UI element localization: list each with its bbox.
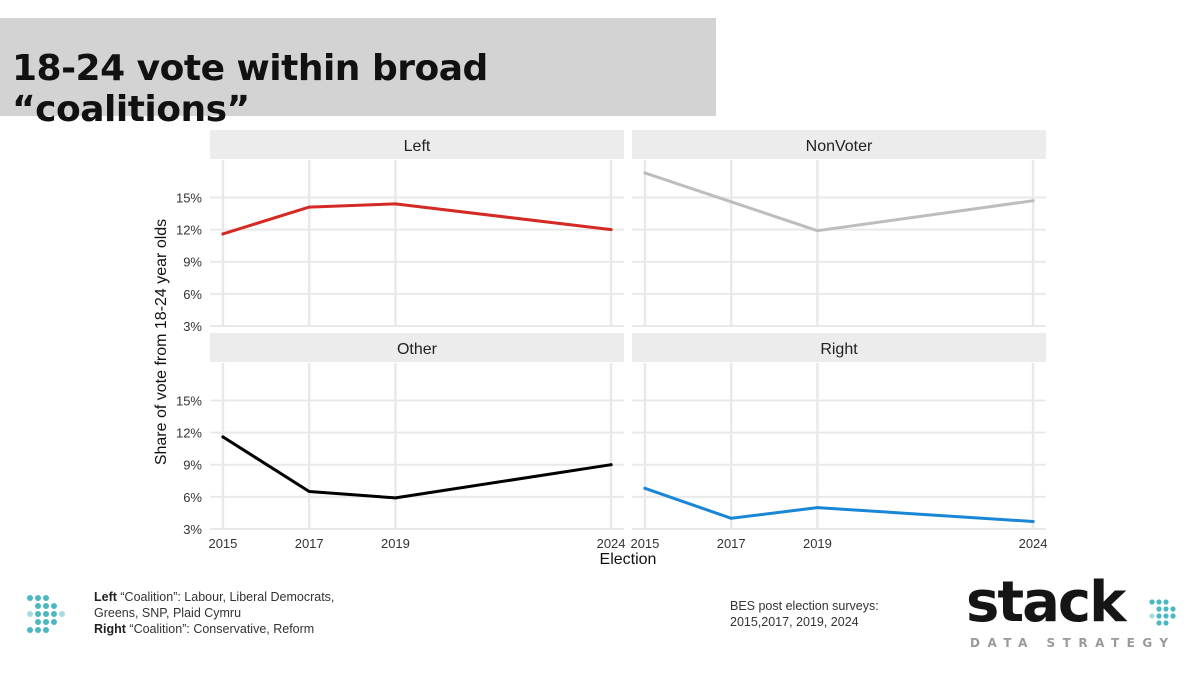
footnote-left-label: Left [94, 590, 117, 604]
data-point [1031, 199, 1035, 203]
facet-strip [632, 130, 1046, 159]
series-line-left [221, 202, 613, 236]
data-point [643, 486, 647, 490]
coalition-footnote: Left “Coalition”: Labour, Liberal Democr… [94, 589, 334, 637]
data-point [643, 171, 647, 175]
footnote-right-label: Right [94, 622, 126, 636]
facet-panel-nonvoter: NonVoter [632, 130, 1046, 327]
x-tick-label: 2019 [803, 536, 832, 551]
x-tick-label: 2017 [717, 536, 746, 551]
x-tick-label: 2019 [381, 536, 410, 551]
y-tick-label: 3% [183, 319, 202, 334]
y-tick-label: 9% [183, 255, 202, 270]
series-line-right [643, 486, 1035, 523]
footnote-right-line: Right “Coalition”: Conservative, Reform [94, 621, 334, 637]
x-axis-title: Election [600, 551, 657, 568]
footnote-right-text: “Coalition”: Conservative, Reform [125, 622, 315, 636]
footnote-left-text: “Coalition”: Labour, Liberal Democrats, [116, 590, 335, 604]
facet-strip-label: NonVoter [806, 138, 873, 155]
facet-panel-left: Left 3% 6% 9% 12% 15% [176, 130, 624, 334]
x-tick-label: 2015 [208, 536, 237, 551]
data-point [393, 496, 397, 500]
data-point [221, 232, 225, 236]
facet-panel-other: Other 3% 6% 9% 12% 15% 2015 2017 2019 2024 [176, 333, 626, 551]
y-axis-title: Share of vote from 18-24 year olds [153, 219, 170, 465]
data-point [729, 200, 733, 204]
x-tick-label: 2024 [597, 536, 626, 551]
x-tick-label: 2024 [1019, 536, 1048, 551]
brand-tagline: DATA STRATEGY [970, 636, 1176, 650]
y-tick-label: 12% [176, 223, 202, 238]
y-tick-label: 6% [183, 287, 202, 302]
data-point [815, 506, 819, 510]
series-line-other [221, 435, 613, 500]
y-tick-label: 6% [183, 490, 202, 505]
brand-logo: stack DATA STRATEGY [966, 570, 1186, 660]
series-line-nonvoter [643, 171, 1035, 233]
facet-strip-label: Left [404, 138, 431, 155]
brand-dots-icon [1149, 599, 1176, 626]
x-tick-label: 2015 [630, 536, 659, 551]
facet-strip-label: Right [820, 341, 858, 358]
brand-name: stack [966, 570, 1126, 635]
source-line-1: BES post election surveys: [730, 599, 879, 613]
y-tick-label: 15% [176, 393, 202, 408]
data-point [815, 229, 819, 233]
y-tick-label: 3% [183, 522, 202, 537]
y-tick-label: 15% [176, 190, 202, 205]
data-point [729, 516, 733, 520]
small-logo-mark [26, 594, 66, 639]
facet-panel-right: Right 2015 2017 2019 2024 [630, 333, 1048, 551]
dots-logo-icon [27, 595, 65, 633]
facet-strip-label: Other [397, 341, 438, 358]
x-tick-label: 2017 [295, 536, 324, 551]
source-note: BES post election surveys: 2015,2017, 20… [730, 598, 879, 630]
data-point [307, 205, 311, 209]
page-title: 18-24 vote within broad “coalitions” [12, 48, 488, 130]
data-point [393, 202, 397, 206]
data-point [307, 490, 311, 494]
data-point [609, 463, 613, 467]
y-tick-label: 12% [176, 426, 202, 441]
facet-strip [210, 333, 624, 362]
facet-strip [632, 333, 1046, 362]
y-tick-label: 9% [183, 458, 202, 473]
data-point [1031, 520, 1035, 524]
data-point [609, 228, 613, 232]
footnote-left-line2: Greens, SNP, Plaid Cymru [94, 606, 242, 620]
title-band: 18-24 vote within broad “coalitions” [0, 18, 716, 130]
source-line-2: 2015,2017, 2019, 2024 [730, 615, 859, 629]
footnote-left-line: Left “Coalition”: Labour, Liberal Democr… [94, 589, 334, 605]
facet-strip [210, 130, 624, 159]
data-point [221, 435, 225, 439]
